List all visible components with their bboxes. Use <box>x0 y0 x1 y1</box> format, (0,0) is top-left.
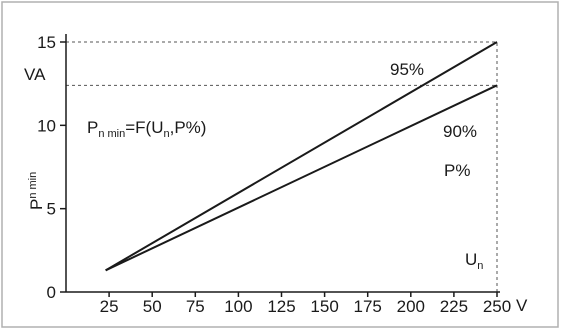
x-unit-label: V <box>516 296 528 315</box>
x-tick-label: 200 <box>397 297 425 316</box>
x-tick-label: 50 <box>143 297 162 316</box>
x-ticks: 25 50 75 100 125 150 175 200 225 250 <box>100 292 511 316</box>
x-tick-label: 250 <box>483 297 511 316</box>
series-label-95: 95% <box>390 60 424 79</box>
x-tick-label: 225 <box>440 297 468 316</box>
un-label: Un <box>465 250 483 272</box>
x-tick-label: 175 <box>354 297 382 316</box>
series-line <box>105 41 498 272</box>
x-tick-label: 25 <box>100 297 119 316</box>
y-tick-label: 0 <box>47 283 56 302</box>
y-ticks: 0 5 10 15 <box>37 33 66 302</box>
series-layer <box>105 41 498 272</box>
y-axis-label: Pn min <box>27 172 46 210</box>
p-percent-label: P% <box>444 161 470 180</box>
x-tick-label: 150 <box>310 297 338 316</box>
y-tick-label: 5 <box>47 200 56 219</box>
formula-label: Pn min=F(Un,P%) <box>87 118 206 140</box>
y-unit-label: VA <box>24 65 46 84</box>
x-tick-label: 125 <box>267 297 295 316</box>
series-label-90: 90% <box>443 122 477 141</box>
x-tick-label: 100 <box>224 297 252 316</box>
x-tick-label: 75 <box>186 297 205 316</box>
y-tick-label: 10 <box>37 116 56 135</box>
y-tick-label: 15 <box>37 33 56 52</box>
series-line <box>105 84 498 272</box>
